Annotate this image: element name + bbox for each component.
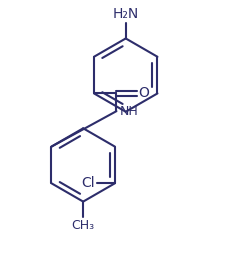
Text: NH: NH: [119, 105, 138, 118]
Text: H₂N: H₂N: [113, 7, 139, 21]
Text: Cl: Cl: [82, 176, 95, 190]
Text: O: O: [138, 86, 149, 100]
Text: CH₃: CH₃: [72, 219, 95, 232]
